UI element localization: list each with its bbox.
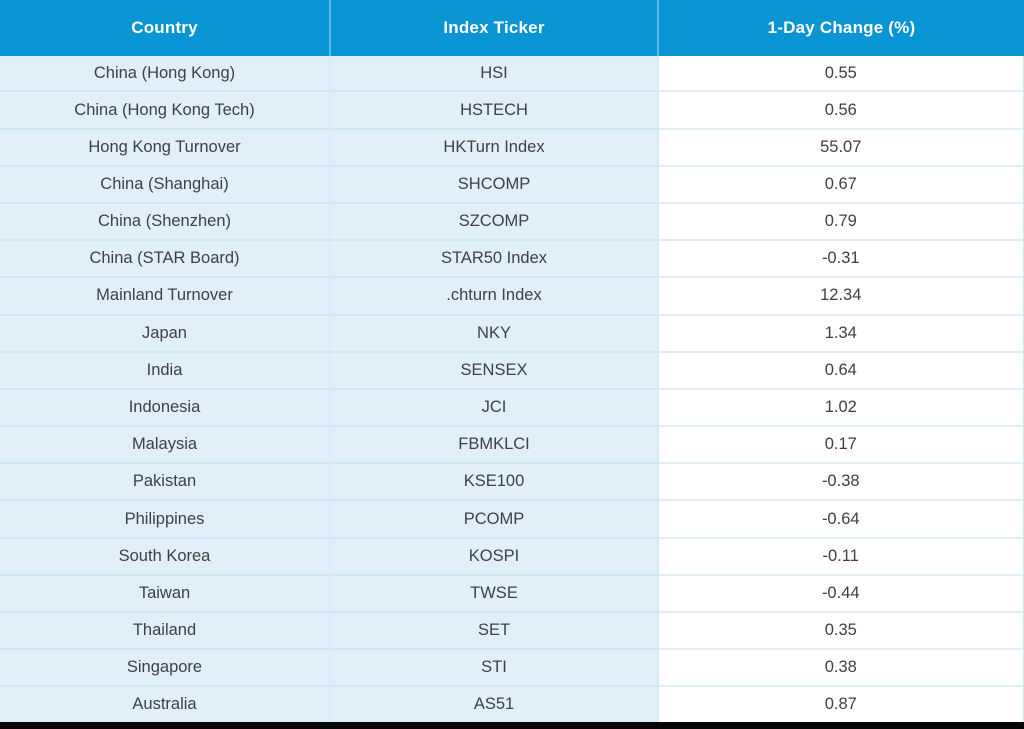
cell-index-ticker: SENSEX — [329, 350, 658, 389]
cell-country: Singapore — [0, 648, 330, 687]
cell-1-day-change: 0.87 — [657, 685, 1024, 722]
column-header-country: Country — [0, 0, 330, 56]
cell-country: China (Shanghai) — [0, 164, 330, 203]
table-row: Philippines PCOMP -0.64 — [0, 499, 1024, 538]
table-row: Mainland Turnover .chturn Index 12.34 — [0, 276, 1024, 315]
cell-index-ticker: SHCOMP — [329, 164, 658, 203]
table-row: Taiwan TWSE -0.44 — [0, 573, 1024, 613]
table-row: China (Shanghai) SHCOMP 0.67 — [0, 164, 1024, 203]
table-header: Country Index Ticker 1-Day Change (%) — [0, 0, 1024, 56]
cell-country: Pakistan — [0, 462, 330, 501]
cell-1-day-change: -0.11 — [657, 536, 1024, 575]
cell-1-day-change: 0.17 — [657, 425, 1024, 464]
table-row: Indonesia JCI 1.02 — [0, 387, 1024, 427]
table-row: China (Hong Kong) HSI 0.55 — [0, 56, 1024, 92]
cell-index-ticker: HSI — [329, 56, 658, 92]
cell-index-ticker: KOSPI — [329, 536, 658, 575]
cell-1-day-change: 0.55 — [657, 56, 1024, 92]
cell-index-ticker: NKY — [329, 313, 658, 352]
table-row: Singapore STI 0.38 — [0, 648, 1024, 687]
column-header-index-ticker: Index Ticker — [329, 0, 658, 56]
cell-1-day-change: -0.44 — [657, 573, 1024, 613]
cell-1-day-change: 12.34 — [657, 276, 1024, 315]
cell-country: China (STAR Board) — [0, 239, 330, 278]
cell-country: Indonesia — [0, 387, 330, 427]
table-row: Japan NKY 1.34 — [0, 313, 1024, 352]
cell-1-day-change: 0.35 — [657, 611, 1024, 650]
cell-country: Australia — [0, 685, 330, 722]
cell-index-ticker: TWSE — [329, 573, 658, 613]
cell-1-day-change: -0.64 — [657, 499, 1024, 538]
table-row: Hong Kong Turnover HKTurn Index 55.07 — [0, 127, 1024, 166]
table-row: Pakistan KSE100 -0.38 — [0, 462, 1024, 501]
table-row: South Korea KOSPI -0.11 — [0, 536, 1024, 575]
table-row: Thailand SET 0.35 — [0, 611, 1024, 650]
cell-index-ticker: .chturn Index — [329, 276, 658, 315]
cell-country: Taiwan — [0, 573, 330, 613]
table-row: China (Hong Kong Tech) HSTECH 0.56 — [0, 90, 1024, 129]
cell-1-day-change: 0.67 — [657, 164, 1024, 203]
cell-1-day-change: 0.79 — [657, 201, 1024, 241]
cell-index-ticker: KSE100 — [329, 462, 658, 501]
cell-country: Malaysia — [0, 425, 330, 464]
cell-1-day-change: 1.34 — [657, 313, 1024, 352]
cell-index-ticker: STAR50 Index — [329, 239, 658, 278]
cell-index-ticker: STI — [329, 648, 658, 687]
cell-country: South Korea — [0, 536, 330, 575]
cell-index-ticker: PCOMP — [329, 499, 658, 538]
column-header-1-day-change: 1-Day Change (%) — [657, 0, 1024, 56]
table-row: India SENSEX 0.64 — [0, 350, 1024, 389]
cell-country: China (Hong Kong) — [0, 56, 330, 92]
cell-index-ticker: FBMKLCI — [329, 425, 658, 464]
cell-index-ticker: SET — [329, 611, 658, 650]
cell-country: Japan — [0, 313, 330, 352]
cell-country: Hong Kong Turnover — [0, 127, 330, 166]
cell-country: China (Hong Kong Tech) — [0, 90, 330, 129]
bottom-border-bar — [0, 722, 1024, 729]
table-row: China (Shenzhen) SZCOMP 0.79 — [0, 201, 1024, 241]
cell-index-ticker: JCI — [329, 387, 658, 427]
header-row: Country Index Ticker 1-Day Change (%) — [0, 0, 1024, 56]
cell-index-ticker: AS51 — [329, 685, 658, 722]
cell-country: Mainland Turnover — [0, 276, 330, 315]
cell-1-day-change: 0.64 — [657, 350, 1024, 389]
table-row: China (STAR Board) STAR50 Index -0.31 — [0, 239, 1024, 278]
cell-1-day-change: 0.38 — [657, 648, 1024, 687]
cell-1-day-change: 1.02 — [657, 387, 1024, 427]
cell-1-day-change: 55.07 — [657, 127, 1024, 166]
cell-1-day-change: -0.31 — [657, 239, 1024, 278]
cell-1-day-change: -0.38 — [657, 462, 1024, 501]
cell-country: India — [0, 350, 330, 389]
cell-country: China (Shenzhen) — [0, 201, 330, 241]
table-row: Malaysia FBMKLCI 0.17 — [0, 425, 1024, 464]
cell-country: Philippines — [0, 499, 330, 538]
cell-1-day-change: 0.56 — [657, 90, 1024, 129]
cell-index-ticker: HKTurn Index — [329, 127, 658, 166]
table-row: Australia AS51 0.87 — [0, 685, 1024, 722]
cell-index-ticker: HSTECH — [329, 90, 658, 129]
cell-index-ticker: SZCOMP — [329, 201, 658, 241]
cell-country: Thailand — [0, 611, 330, 650]
table-body: China (Hong Kong) HSI 0.55 China (Hong Kong… — [0, 56, 1024, 722]
